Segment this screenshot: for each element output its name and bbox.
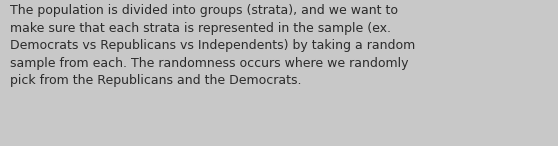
Text: The population is divided into groups (strata), and we want to
make sure that ea: The population is divided into groups (s… (10, 4, 415, 87)
